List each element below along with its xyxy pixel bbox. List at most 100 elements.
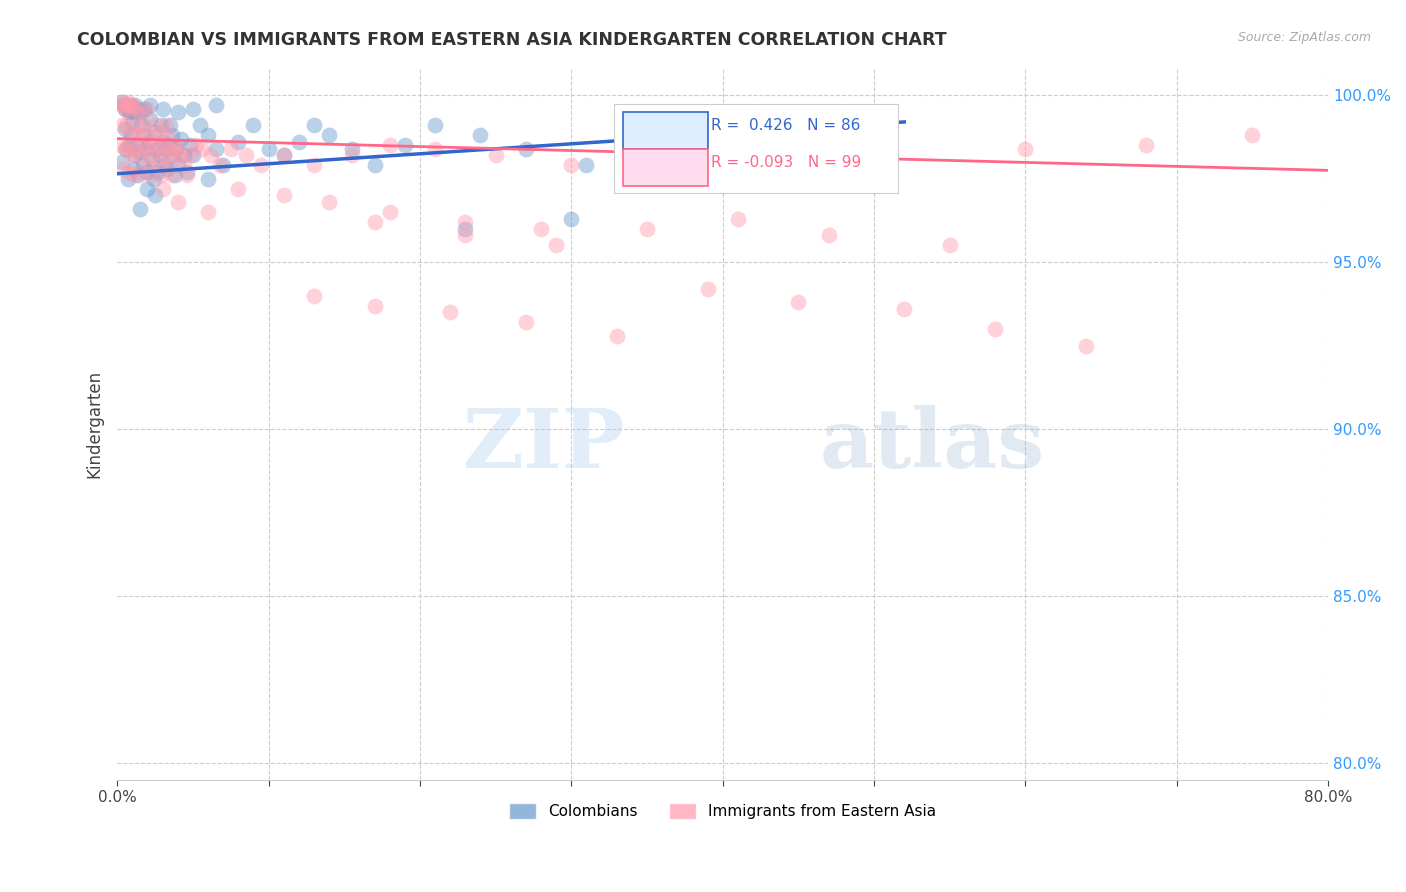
Point bbox=[135, 142, 157, 156]
Point bbox=[117, 142, 139, 156]
Point bbox=[134, 118, 156, 132]
Point bbox=[470, 128, 492, 143]
Point bbox=[118, 98, 141, 112]
Legend: Colombians, Immigrants from Eastern Asia: Colombians, Immigrants from Eastern Asia bbox=[503, 797, 942, 825]
Point bbox=[146, 142, 169, 156]
Point bbox=[141, 148, 163, 162]
Point bbox=[204, 142, 226, 156]
Point bbox=[136, 182, 159, 196]
Point bbox=[157, 138, 180, 153]
Point bbox=[817, 228, 839, 243]
Point bbox=[250, 158, 273, 172]
Point bbox=[128, 202, 150, 216]
Point bbox=[124, 102, 146, 116]
Point bbox=[166, 104, 188, 119]
Point bbox=[1241, 128, 1264, 143]
Point bbox=[125, 118, 148, 132]
Point bbox=[118, 138, 141, 153]
Text: COLOMBIAN VS IMMIGRANTS FROM EASTERN ASIA KINDERGARTEN CORRELATION CHART: COLOMBIAN VS IMMIGRANTS FROM EASTERN ASI… bbox=[77, 31, 948, 49]
Point bbox=[318, 128, 340, 143]
Point bbox=[235, 148, 257, 162]
Point bbox=[120, 98, 142, 112]
Point bbox=[120, 128, 142, 143]
Point bbox=[112, 161, 135, 176]
Point bbox=[162, 148, 184, 162]
Point bbox=[696, 282, 718, 296]
Point bbox=[118, 104, 141, 119]
Point bbox=[176, 169, 198, 183]
Point bbox=[893, 301, 915, 316]
Point bbox=[191, 142, 214, 156]
Point bbox=[114, 142, 136, 156]
Point bbox=[139, 98, 162, 112]
Point bbox=[114, 102, 136, 116]
Point bbox=[111, 155, 134, 169]
Point bbox=[606, 328, 628, 343]
Point bbox=[530, 221, 553, 235]
Point bbox=[132, 138, 155, 153]
Point bbox=[121, 98, 143, 112]
Point bbox=[115, 98, 138, 112]
Point bbox=[257, 142, 280, 156]
Point bbox=[118, 165, 141, 179]
Point bbox=[142, 171, 165, 186]
Point bbox=[121, 115, 143, 129]
Point bbox=[273, 148, 295, 162]
Text: R =  0.426   N = 86: R = 0.426 N = 86 bbox=[710, 118, 860, 133]
Point bbox=[153, 138, 176, 153]
Point bbox=[515, 315, 537, 329]
Point bbox=[152, 182, 174, 196]
Point bbox=[163, 169, 186, 183]
Point bbox=[340, 142, 363, 156]
Point bbox=[155, 142, 177, 156]
Point bbox=[134, 128, 156, 143]
Point bbox=[363, 215, 385, 229]
Point bbox=[197, 128, 219, 143]
Point bbox=[148, 158, 170, 172]
Point bbox=[302, 158, 325, 172]
Point bbox=[111, 118, 134, 132]
Point bbox=[165, 142, 187, 156]
Point bbox=[125, 138, 148, 153]
Point bbox=[423, 142, 446, 156]
Point bbox=[148, 148, 170, 162]
Point bbox=[138, 135, 160, 149]
Point bbox=[173, 158, 195, 172]
Point bbox=[363, 299, 385, 313]
Point bbox=[984, 322, 1007, 336]
Point bbox=[197, 171, 219, 186]
Point bbox=[152, 135, 174, 149]
Point bbox=[159, 158, 181, 172]
FancyBboxPatch shape bbox=[613, 104, 898, 193]
Point bbox=[124, 98, 146, 112]
Point bbox=[273, 188, 295, 202]
Point bbox=[219, 142, 242, 156]
Point bbox=[143, 118, 166, 132]
Point bbox=[128, 145, 150, 159]
Point bbox=[877, 138, 900, 153]
Point bbox=[122, 169, 145, 183]
Point bbox=[226, 182, 249, 196]
Point bbox=[121, 102, 143, 116]
Point bbox=[124, 142, 146, 156]
Point bbox=[125, 102, 148, 116]
Point bbox=[160, 169, 183, 183]
Point bbox=[128, 104, 150, 119]
Point bbox=[166, 142, 188, 156]
Point bbox=[150, 118, 173, 132]
Point bbox=[575, 158, 598, 172]
Point bbox=[120, 102, 142, 116]
Point bbox=[131, 118, 153, 132]
Point bbox=[111, 95, 134, 109]
Point bbox=[378, 205, 401, 219]
Text: atlas: atlas bbox=[820, 405, 1045, 485]
Point bbox=[143, 125, 166, 139]
Text: Source: ZipAtlas.com: Source: ZipAtlas.com bbox=[1237, 31, 1371, 45]
Point bbox=[127, 169, 149, 183]
Point bbox=[145, 128, 167, 143]
Point bbox=[115, 98, 138, 112]
Point bbox=[1135, 138, 1157, 153]
Point bbox=[122, 104, 145, 119]
Point bbox=[114, 102, 136, 116]
Point bbox=[727, 211, 749, 226]
